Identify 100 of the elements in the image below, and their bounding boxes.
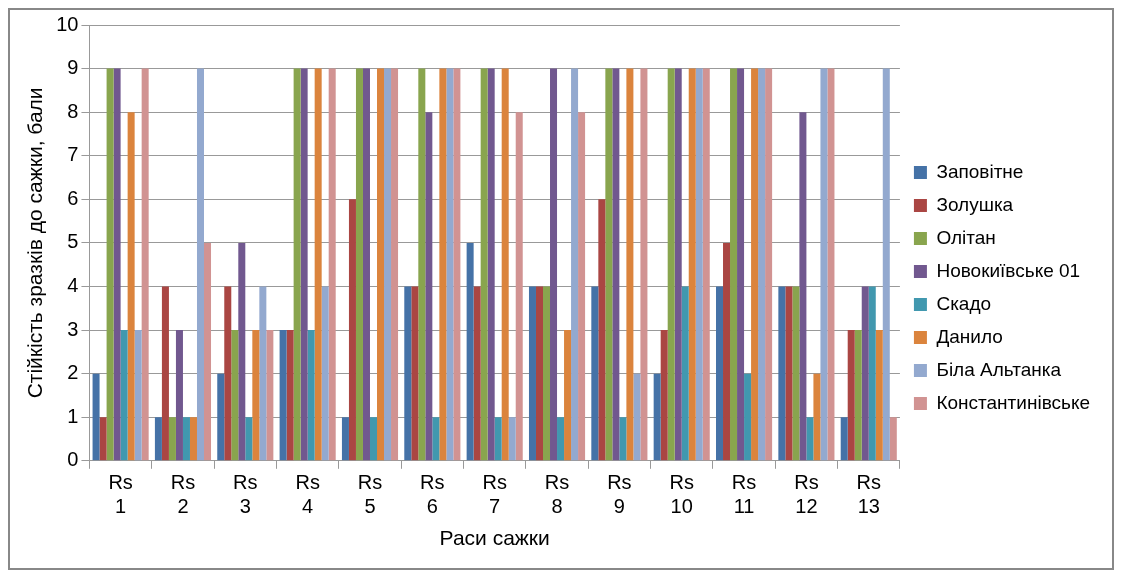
bar [702, 68, 710, 461]
bar [439, 68, 447, 461]
x-tick-label: Rs 1 [108, 471, 133, 518]
y-tick-label: 8 [67, 99, 79, 122]
bar [370, 417, 378, 461]
y-tick-label: 10 [56, 12, 79, 35]
legend-label: Скадо [936, 292, 992, 314]
y-tick-label: 4 [67, 274, 79, 296]
legend-label: Заповітне [936, 160, 1024, 182]
bar [391, 68, 399, 461]
bar [92, 373, 100, 461]
bar [154, 417, 162, 461]
bar [453, 68, 461, 461]
bar [106, 68, 114, 461]
bar [293, 68, 301, 461]
bar [550, 68, 558, 461]
bar [182, 417, 190, 461]
bar [231, 330, 239, 461]
bar [847, 330, 855, 461]
bar [889, 417, 897, 461]
x-tick-label: Rs 8 [544, 471, 570, 518]
y-tick-label: 9 [67, 56, 79, 79]
bar [134, 330, 142, 461]
bar [626, 68, 634, 461]
bar [875, 330, 883, 461]
bar [557, 417, 565, 461]
bar [868, 286, 876, 461]
bar [605, 68, 613, 461]
bar [785, 286, 793, 461]
bar [404, 286, 412, 461]
y-tick-label: 0 [67, 448, 79, 471]
bar [854, 330, 862, 461]
bar [204, 242, 212, 461]
x-tick-label: Rs 12 [794, 471, 819, 518]
bar [813, 373, 821, 461]
bar [806, 417, 814, 461]
bar [730, 68, 738, 461]
bar [314, 68, 322, 461]
bar [571, 68, 579, 461]
legend-label: Новокиївське 01 [936, 259, 1081, 281]
bar [189, 417, 197, 461]
bar [688, 68, 696, 461]
bar [384, 68, 392, 461]
bar [820, 68, 828, 461]
bar [751, 68, 759, 461]
bar [113, 68, 121, 461]
bar [487, 68, 495, 461]
y-tick-label: 3 [67, 317, 79, 340]
bar [744, 373, 752, 461]
y-tick-label: 7 [67, 143, 79, 166]
legend-label: Біла Альтанка [936, 358, 1062, 380]
y-tick-label: 6 [67, 186, 79, 209]
bar [300, 68, 308, 461]
bar [494, 417, 502, 461]
bar [591, 286, 599, 461]
bar [161, 286, 169, 461]
bar [411, 286, 419, 461]
bar [778, 286, 786, 461]
bar [640, 68, 648, 461]
x-tick-label: Rs 11 [731, 471, 757, 518]
bar [418, 68, 426, 461]
bar [238, 242, 246, 461]
bar [799, 112, 807, 461]
bar [355, 68, 363, 461]
bar [120, 330, 128, 461]
bar [543, 286, 551, 461]
bar [168, 417, 176, 461]
bar [217, 373, 225, 461]
y-tick-label: 2 [67, 361, 79, 384]
x-tick-label: Rs 2 [170, 471, 196, 518]
bar [252, 330, 260, 461]
bar [328, 68, 336, 461]
bar [882, 68, 890, 461]
bar [175, 330, 183, 461]
bar [466, 242, 474, 461]
bar [695, 68, 703, 461]
x-tick-label: Rs 5 [357, 471, 383, 518]
bar [127, 112, 135, 461]
bar [425, 112, 433, 461]
bar [432, 417, 440, 461]
bar [321, 286, 329, 461]
x-tick-label: Rs 4 [295, 471, 320, 518]
legend-label: Данило [936, 325, 1003, 347]
bar [564, 330, 572, 461]
bar [578, 112, 586, 461]
bar [681, 286, 689, 461]
bar [535, 286, 543, 461]
legend-label: Золушка [936, 193, 1014, 215]
bar [765, 68, 773, 461]
bar [224, 286, 232, 461]
bar [660, 330, 668, 461]
bar [362, 68, 370, 461]
legend-label: Константинівське [936, 391, 1090, 413]
bar [612, 68, 620, 461]
bar [508, 417, 516, 461]
y-axis-title: Стійкість зразків до сажки, бали [23, 87, 47, 399]
bar [737, 68, 745, 461]
bar [598, 199, 606, 461]
bar [286, 330, 294, 461]
bar [99, 417, 107, 461]
